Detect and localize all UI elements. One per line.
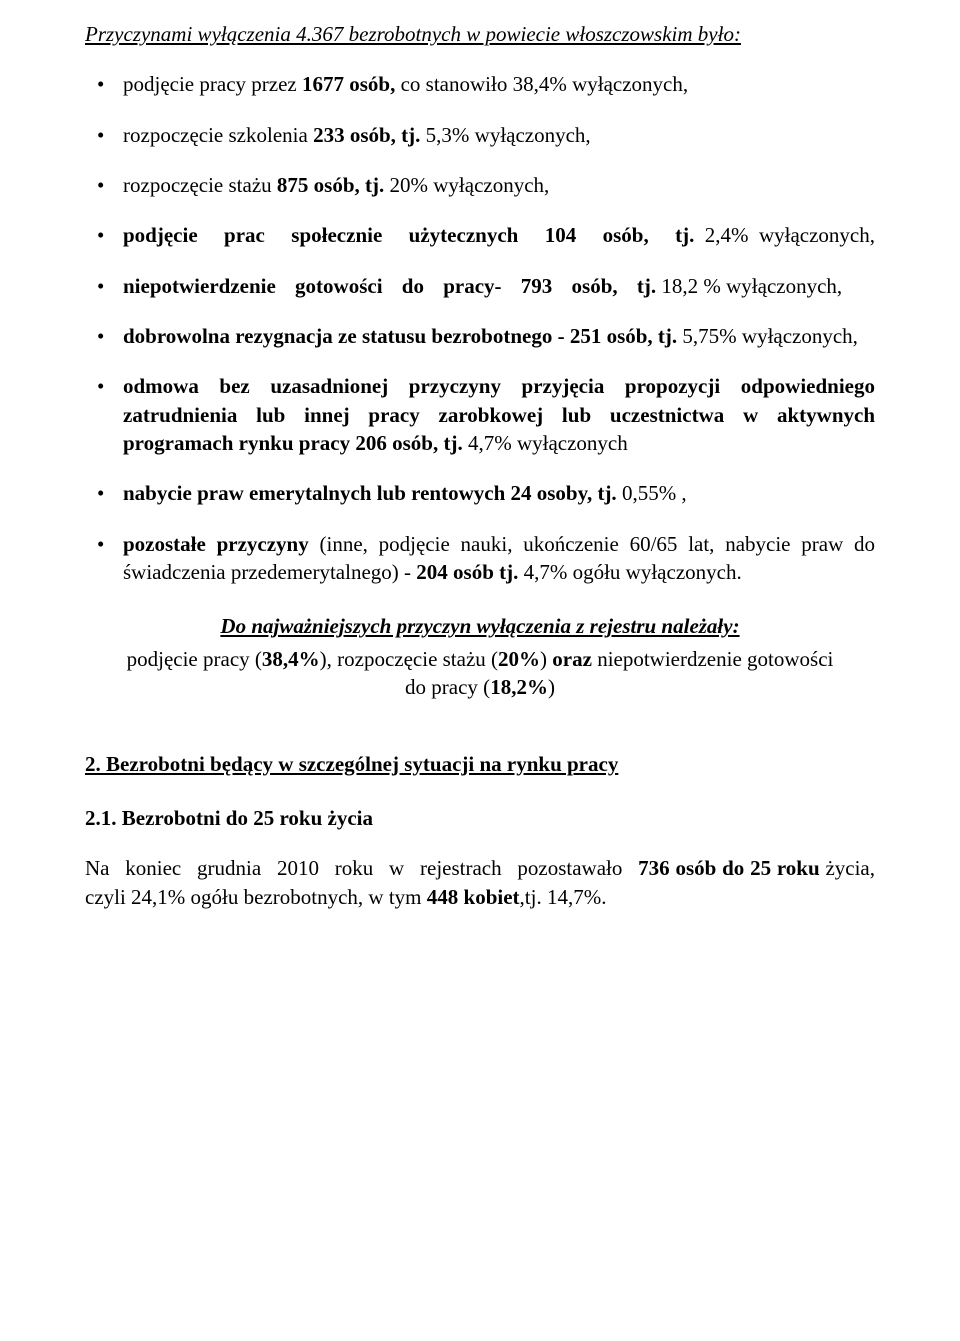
reasons-list: podjęcie pracy przez 1677 osób, co stano… [85,70,875,586]
summary-body: podjęcie pracy (38,4%), rozpoczęcie staż… [123,645,837,702]
text: podjęcie pracy ( [127,647,262,671]
text: 5,75% wyłączonych, [677,324,858,348]
bold-text: dobrowolna rezygnacja ze statusu bezrobo… [123,324,677,348]
text: ) [548,675,555,699]
text: rozpoczęcie stażu [123,173,277,197]
text: Na koniec grudnia 2010 roku w rejestrach… [85,856,638,880]
list-item: nabycie praw emerytalnych lub rentowych … [123,479,875,507]
text: 20% wyłączonych, [384,173,549,197]
list-item: dobrowolna rezygnacja ze statusu bezrobo… [123,322,875,350]
bold-text: oraz [552,647,597,671]
bold-text: 204 osób tj. [416,560,518,584]
bold-text: podjęcie prac społecznie użytecznych 104… [123,223,694,247]
text: podjęcie pracy przez [123,72,302,96]
summary-heading: Do najważniejszych przyczyn wyłączenia z… [123,612,837,640]
section-2-1-paragraph: Na koniec grudnia 2010 roku w rejestrach… [85,854,875,911]
list-item: odmowa bez uzasadnionej przyczyny przyję… [123,372,875,457]
bold-text: pozostałe przyczyny [123,532,309,556]
list-item: rozpoczęcie stażu 875 osób, tj. 20% wyłą… [123,171,875,199]
text: 4,7% wyłączonych [463,431,628,455]
list-item: rozpoczęcie szkolenia 233 osób, tj. 5,3%… [123,121,875,149]
section-2-heading: 2. Bezrobotni będący w szczególnej sytua… [85,750,875,778]
text: 0,55% , [617,481,687,505]
bold-text: 875 osób, tj. [277,173,384,197]
text: rozpoczęcie szkolenia [123,123,313,147]
bold-text: 38,4% [262,647,320,671]
bold-text: 1677 osób, [302,72,395,96]
text: ) [540,647,552,671]
text: 5,3% wyłączonych, [420,123,590,147]
text: 2,4% wyłączonych, [694,223,875,247]
list-item: podjęcie pracy przez 1677 osób, co stano… [123,70,875,98]
text: ,tj. 14,7%. [520,885,607,909]
bold-text: 736 osób do 25 roku [638,856,825,880]
bold-text: 233 osób, tj. [313,123,420,147]
bold-text: 18,2% [490,675,548,699]
doc-title: Przyczynami wyłączenia 4.367 bezrobotnyc… [85,20,875,48]
text: 4,7% ogółu wyłączonych. [518,560,741,584]
text: 18,2 % wyłączonych, [656,274,842,298]
section-2-1-heading: 2.1. Bezrobotni do 25 roku życia [85,804,875,832]
list-item: pozostałe przyczyny (inne, podjęcie nauk… [123,530,875,587]
list-item: niepotwierdzenie gotowości do pracy- 793… [123,272,875,300]
bold-text: 20% [498,647,540,671]
bold-text: nabycie praw emerytalnych lub rentowych … [123,481,617,505]
bold-text: niepotwierdzenie gotowości do pracy- 793… [123,274,656,298]
text: co stanowiło 38,4% wyłączonych, [395,72,688,96]
text: ), rozpoczęcie stażu ( [320,647,498,671]
bold-text: 448 kobiet [427,885,520,909]
list-item: podjęcie prac społecznie użytecznych 104… [123,221,875,249]
summary-heading-text: Do najważniejszych przyczyn wyłączenia z… [220,614,739,638]
